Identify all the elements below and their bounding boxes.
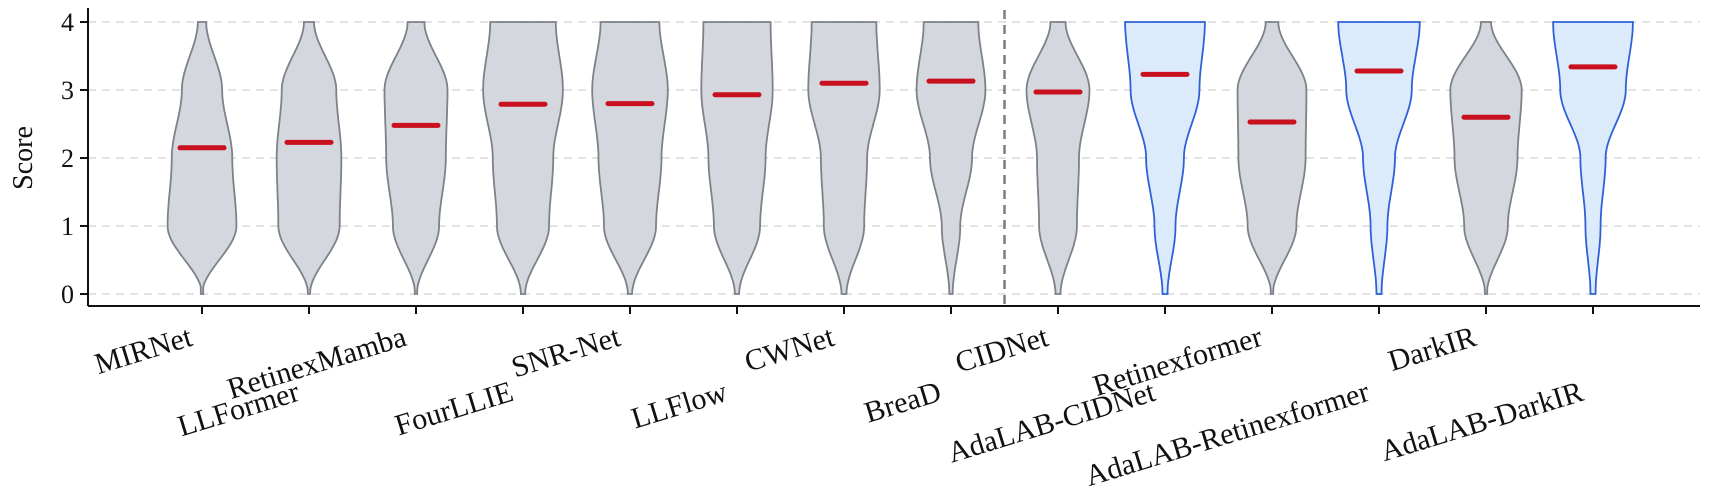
- x-tick-label: RetinexMamba: [224, 320, 411, 406]
- violin-cwnet: [807, 21, 881, 295]
- x-tick-label: Retinexformer: [1089, 320, 1266, 403]
- axes-layer: 0 1 2 3 4: [61, 8, 1700, 314]
- violin-retinexmamba: [383, 21, 449, 295]
- violin-retinexformer: [1236, 21, 1308, 295]
- violin-fourllie: [482, 21, 564, 295]
- violin-darkir: [1449, 21, 1523, 295]
- x-tick-label: AdaLAB-DarkIR: [1377, 375, 1587, 468]
- label-layer: MIRNetLLFormerRetinexMambaFourLLIESNR-Ne…: [91, 320, 1587, 486]
- mean-layer: [177, 64, 1618, 151]
- x-tick-label: CIDNet: [952, 320, 1053, 380]
- y-tick-label: 3: [61, 76, 74, 105]
- x-tick-label: LLFlow: [627, 375, 731, 435]
- x-tick-label: MIRNet: [91, 320, 197, 381]
- x-tick-label: DarkIR: [1384, 320, 1480, 378]
- violin-bread: [915, 21, 987, 295]
- y-axis-title: Score: [8, 126, 39, 190]
- x-tick-label: BreaD: [861, 375, 946, 429]
- violin-llformer: [275, 21, 343, 295]
- y-tick-label: 1: [61, 212, 74, 241]
- violin-mirnet: [166, 21, 238, 295]
- x-tick-label: SNR-Net: [508, 320, 625, 384]
- violin-adalab-darkir: [1552, 21, 1634, 295]
- y-tick-label: 4: [61, 8, 74, 37]
- violin-llflow: [700, 21, 774, 295]
- violin-adalab-retinexformer: [1337, 21, 1421, 295]
- violin-adalab-cidnet: [1124, 21, 1206, 295]
- x-tick-label: FourLLIE: [391, 375, 517, 442]
- violin-layer: [166, 21, 1634, 295]
- x-tick-label: CWNet: [741, 320, 839, 379]
- violin-snr-net: [591, 21, 669, 295]
- violin-cidnet: [1025, 21, 1091, 295]
- y-tick-label: 0: [61, 280, 74, 309]
- y-tick-label: 2: [61, 144, 74, 173]
- grid-layer: [88, 21, 1700, 295]
